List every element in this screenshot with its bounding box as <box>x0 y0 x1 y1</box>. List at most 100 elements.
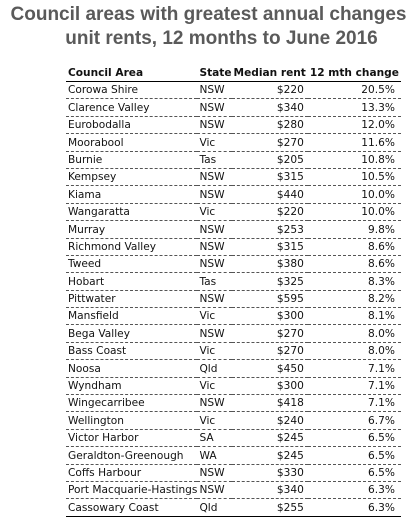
cell-council-area: Port Macquarie-Hastings <box>66 481 198 500</box>
cell-median-rent: $280 <box>231 116 308 135</box>
cell-median-rent: $220 <box>231 81 308 100</box>
table-row: Coffs Harbour NSW $330 6.5% <box>66 464 401 482</box>
cell-state: NSW <box>197 98 232 117</box>
cell-median-rent: $300 <box>231 377 308 396</box>
cell-12-month-change: 13.3% <box>307 98 401 117</box>
table-row: Moorabool Vic $270 11.6% <box>66 133 401 152</box>
cell-state: NSW <box>197 185 232 204</box>
cell-12-month-change: 6.3% <box>307 498 401 517</box>
table-row: Bega Valley NSW $270 8.0% <box>66 324 401 343</box>
cell-12-month-change: 7.1% <box>307 377 401 396</box>
cell-council-area: Eurobodalla <box>66 116 198 135</box>
cell-council-area: Wangaratta <box>66 203 198 222</box>
cell-12-month-change: 6.7% <box>307 411 401 430</box>
cell-12-month-change: 6.5% <box>307 429 401 448</box>
table-row: Eurobodalla NSW $280 12.0% <box>66 116 401 135</box>
cell-12-month-change: 10.8% <box>307 151 401 169</box>
cell-state: NSW <box>197 394 232 413</box>
cell-median-rent: $253 <box>231 220 308 239</box>
table-row: Wangaratta Vic $220 10.0% <box>66 203 401 222</box>
cell-12-month-change: 7.1% <box>307 394 401 413</box>
page-title: Council areas with greatest annual chang… <box>10 4 407 25</box>
cell-median-rent: $595 <box>231 290 308 309</box>
cell-state: Vic <box>197 342 232 361</box>
cell-council-area: Corowa Shire <box>66 81 198 100</box>
cell-median-rent: $270 <box>231 324 308 343</box>
cell-12-month-change: 10.5% <box>307 168 401 187</box>
cell-council-area: Hobart <box>66 272 198 291</box>
cell-12-month-change: 8.2% <box>307 290 401 309</box>
table-body: Corowa Shire NSW $220 20.5% Clarence Valley N… <box>66 81 401 517</box>
cell-state: WA <box>197 446 232 465</box>
cell-state: NSW <box>197 168 232 187</box>
cell-median-rent: $325 <box>231 272 308 291</box>
cell-council-area: Coffs Harbour <box>66 464 198 482</box>
table-row: Corowa Shire NSW $220 20.5% <box>66 81 401 100</box>
cell-12-month-change: 8.6% <box>307 255 401 274</box>
table-row: Mansfield Vic $300 8.1% <box>66 307 401 326</box>
cell-council-area: Pittwater <box>66 290 198 309</box>
cell-median-rent: $270 <box>231 133 308 152</box>
cell-12-month-change: 8.1% <box>307 307 401 326</box>
cell-12-month-change: 8.3% <box>307 272 401 291</box>
table-row: Wyndham Vic $300 7.1% <box>66 377 401 396</box>
table-row: Cassowary Coast Qld $255 6.3% <box>66 498 401 517</box>
rents-table: Council Area State Median rent 12 mth ch… <box>66 66 401 517</box>
cell-council-area: Kempsey <box>66 168 198 187</box>
table-row: Wellington Vic $240 6.7% <box>66 411 401 430</box>
cell-median-rent: $300 <box>231 307 308 326</box>
table-row: Tweed NSW $380 8.6% <box>66 255 401 274</box>
cell-median-rent: $245 <box>231 429 308 448</box>
cell-council-area: Bass Coast <box>66 342 198 361</box>
cell-state: NSW <box>197 324 232 343</box>
cell-council-area: Mansfield <box>66 307 198 326</box>
table-row: Richmond Valley NSW $315 8.6% <box>66 238 401 256</box>
cell-median-rent: $340 <box>231 481 308 500</box>
cell-state: Vic <box>197 307 232 326</box>
cell-state: NSW <box>197 238 232 256</box>
cell-median-rent: $330 <box>231 464 308 482</box>
table-row: Bass Coast Vic $270 8.0% <box>66 342 401 361</box>
table-row: Geraldton-Greenough WA $245 6.5% <box>66 446 401 465</box>
cell-council-area: Geraldton-Greenough <box>66 446 198 465</box>
cell-state: Vic <box>197 411 232 430</box>
cell-12-month-change: 8.6% <box>307 238 401 256</box>
cell-median-rent: $450 <box>231 359 308 378</box>
cell-council-area: Victor Harbor <box>66 429 198 448</box>
cell-council-area: Wyndham <box>66 377 198 396</box>
cell-state: NSW <box>197 464 232 482</box>
cell-12-month-change: 9.8% <box>307 220 401 239</box>
column-header-council-area: Council Area <box>66 66 198 82</box>
cell-12-month-change: 11.6% <box>307 133 401 152</box>
cell-state: Qld <box>197 498 232 517</box>
cell-state: Vic <box>197 133 232 152</box>
cell-12-month-change: 6.5% <box>307 464 401 482</box>
cell-state: Vic <box>197 377 232 396</box>
cell-council-area: Wingecarribee <box>66 394 198 413</box>
table-row: Kempsey NSW $315 10.5% <box>66 168 401 187</box>
cell-council-area: Moorabool <box>66 133 198 152</box>
cell-median-rent: $245 <box>231 446 308 465</box>
cell-median-rent: $380 <box>231 255 308 274</box>
cell-12-month-change: 6.3% <box>307 481 401 500</box>
cell-council-area: Richmond Valley <box>66 238 198 256</box>
cell-council-area: Noosa <box>66 359 198 378</box>
table-row: Pittwater NSW $595 8.2% <box>66 290 401 309</box>
column-header-state: State <box>197 66 232 82</box>
cell-state: Vic <box>197 203 232 222</box>
cell-state: NSW <box>197 81 232 100</box>
cell-median-rent: $205 <box>231 151 308 169</box>
table-row: Clarence Valley NSW $340 13.3% <box>66 98 401 117</box>
cell-12-month-change: 12.0% <box>307 116 401 135</box>
table-row: Kiama NSW $440 10.0% <box>66 185 401 204</box>
table-row: Murray NSW $253 9.8% <box>66 220 401 239</box>
table-row: Wingecarribee NSW $418 7.1% <box>66 394 401 413</box>
cell-council-area: Cassowary Coast <box>66 498 198 517</box>
cell-council-area: Tweed <box>66 255 198 274</box>
cell-median-rent: $240 <box>231 411 308 430</box>
cell-12-month-change: 8.0% <box>307 324 401 343</box>
cell-state: NSW <box>197 116 232 135</box>
cell-12-month-change: 8.0% <box>307 342 401 361</box>
cell-state: Qld <box>197 359 232 378</box>
cell-council-area: Murray <box>66 220 198 239</box>
